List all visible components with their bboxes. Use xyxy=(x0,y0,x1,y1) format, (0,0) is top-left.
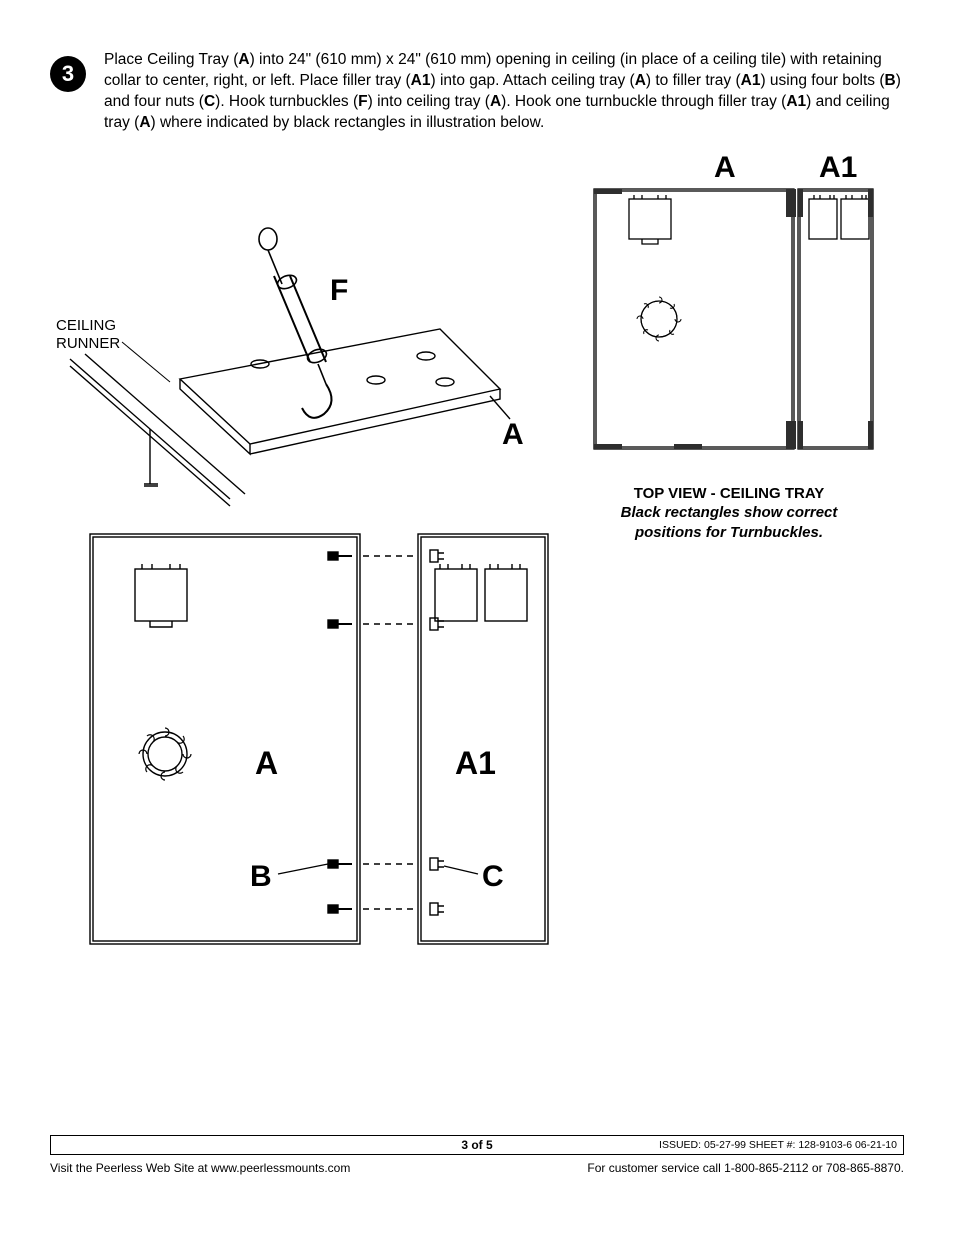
footer-issued: ISSUED: 05-27-99 SHEET #: 128-9103-6 06-… xyxy=(659,1139,897,1151)
page-footer: 3 of 5 ISSUED: 05-27-99 SHEET #: 128-910… xyxy=(50,1135,904,1175)
label-A-top: A xyxy=(714,151,736,184)
page-number: 3 of 5 xyxy=(461,1138,492,1152)
label-runner: RUNNER xyxy=(56,335,120,352)
footer-bottom: Visit the Peerless Web Site at www.peerl… xyxy=(50,1161,904,1175)
label-ceiling: CEILING xyxy=(56,317,116,334)
footer-box: 3 of 5 ISSUED: 05-27-99 SHEET #: 128-910… xyxy=(50,1135,904,1155)
label-A1-top: A1 xyxy=(819,151,857,184)
caption-title: TOP VIEW - CEILING TRAY xyxy=(579,484,879,504)
footer-website: Visit the Peerless Web Site at www.peerl… xyxy=(50,1161,350,1175)
iso-diagram: F A CEILING RUNNER xyxy=(50,184,570,524)
label-A-bottom: A xyxy=(255,745,278,781)
label-A-iso: A xyxy=(502,418,524,451)
caption-sub2: positions for Turnbuckles. xyxy=(579,523,879,543)
diagram-area: F A CEILING RUNNER A A1 xyxy=(50,154,904,984)
label-A1-bottom: A1 xyxy=(455,745,496,781)
caption-sub1: Black rectangles show correct xyxy=(579,503,879,523)
step-instruction-text: Place Ceiling Tray (A) into 24" (610 mm)… xyxy=(104,50,904,134)
label-F: F xyxy=(330,274,348,307)
page: 3 Place Ceiling Tray (A) into 24" (610 m… xyxy=(0,0,954,1235)
top-view-diagram: A A1 xyxy=(574,149,894,459)
attach-diagram: A A1 B C xyxy=(60,524,570,964)
footer-phone: For customer service call 1-800-865-2112… xyxy=(587,1161,904,1175)
label-C: C xyxy=(482,860,504,893)
label-B: B xyxy=(250,860,272,893)
step-number-badge: 3 xyxy=(50,56,86,92)
step-header: 3 Place Ceiling Tray (A) into 24" (610 m… xyxy=(50,50,904,134)
top-view-caption: TOP VIEW - CEILING TRAY Black rectangles… xyxy=(579,484,879,543)
step-number: 3 xyxy=(62,61,74,87)
